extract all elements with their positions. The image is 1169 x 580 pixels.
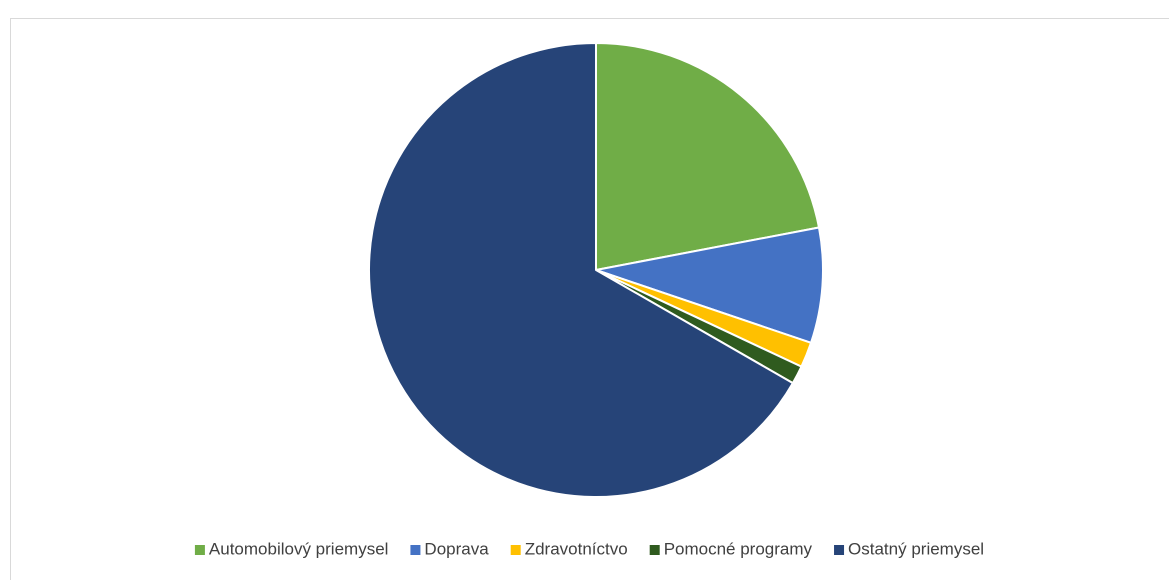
- legend-item: Automobilový priemysel: [194, 539, 389, 558]
- pie-slice: [595, 226, 824, 344]
- pie-slice: [595, 42, 820, 271]
- legend-label: Doprava: [424, 539, 489, 558]
- legend-label: Pomocné programy: [664, 539, 813, 558]
- legend-swatch: [410, 545, 421, 555]
- legend-label: Automobilový priemysel: [209, 539, 389, 558]
- legend-swatch: [194, 545, 205, 555]
- pie: [368, 42, 824, 498]
- legend-swatch: [649, 545, 660, 555]
- legend-item: Zdravotníctvo: [510, 539, 628, 558]
- legend-item: Doprava: [410, 539, 489, 558]
- legend-swatch: [510, 545, 521, 555]
- legend-label: Ostatný priemysel: [848, 539, 984, 558]
- legend-item: Ostatný priemysel: [834, 539, 984, 558]
- legend-label: Zdravotníctvo: [525, 539, 628, 558]
- legend: Automobilový priemysel Doprava Zdravotníct…: [194, 539, 984, 558]
- legend-item: Pomocné programy: [649, 539, 813, 558]
- pie-slice: [368, 42, 794, 498]
- legend-swatch: [834, 545, 845, 555]
